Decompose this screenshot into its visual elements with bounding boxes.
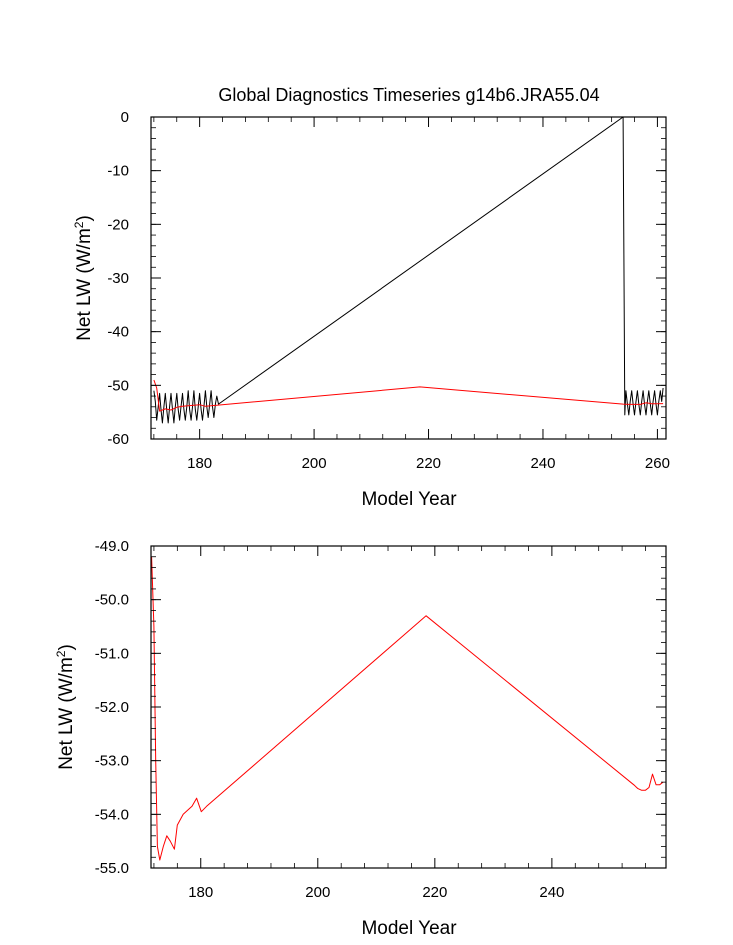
top-chart-y-tick-label: -10 (107, 163, 129, 180)
ylabel-text: Net LW (W/m (56, 657, 77, 770)
top-chart-x-tick-label: 200 (302, 455, 327, 472)
bottom-chart-x-axis-title: Model Year (361, 918, 457, 939)
top-chart-series-group (153, 116, 664, 424)
bottom-chart-y-axis-title: Net LW (W/m2) (54, 644, 77, 770)
bottom-chart-ticks: 180 200 220 240 -49.0 -50.0 -51.0 -52.0 -53.0 -54… (95, 538, 666, 901)
top-chart-x-tick-label: 260 (645, 455, 670, 472)
bottom-chart-y-tick-label: -50.0 (95, 592, 129, 609)
top-chart-x-tick-label: 180 (187, 455, 212, 472)
bottom-chart-x-tick-label: 180 (188, 884, 213, 901)
chart-title: Global Diagnostics Timeseries g14b6.JRA5… (218, 85, 599, 105)
bottom-chart-panel: 180 200 220 240 -49.0 -50.0 -51.0 -52.0 -53.0 -54… (54, 538, 667, 939)
bottom-chart-x-tick-label: 200 (305, 884, 330, 901)
bottom-chart-x-tick-label: 220 (422, 884, 447, 901)
top-chart-y-tick-label: -50 (107, 377, 129, 394)
top-chart-y-tick-label: -40 (107, 324, 129, 341)
bottom-chart-plot-frame (150, 545, 667, 869)
bottom-chart-series-annual-mean (151, 556, 664, 861)
bottom-chart-y-tick-label: -54.0 (95, 806, 129, 823)
bottom-chart-y-tick-label: -53.0 (95, 753, 129, 770)
top-chart-y-axis-title: Net LW (W/m2) (72, 215, 95, 341)
bottom-chart-y-tick-label: -52.0 (95, 699, 129, 716)
ylabel-superscript: 2 (72, 221, 86, 228)
bottom-chart-y-tick-label: -49.0 (95, 538, 129, 555)
ylabel-close: ) (74, 215, 95, 221)
ylabel-close: ) (56, 644, 77, 650)
ylabel-text: Net LW (W/m (74, 228, 95, 341)
top-chart-series-annual-mean (153, 379, 664, 412)
top-chart-x-axis-title: Model Year (361, 489, 457, 510)
top-chart-y-tick-label: 0 (121, 109, 129, 126)
top-chart-x-tick-label: 240 (530, 455, 555, 472)
top-chart-x-tick-label: 220 (416, 455, 441, 472)
bottom-chart-x-tick-label: 240 (539, 884, 564, 901)
top-chart-panel: Global Diagnostics Timeseries g14b6.JRA5… (72, 85, 670, 510)
top-chart-y-tick-label: -60 (107, 431, 129, 448)
top-chart-plot-frame (150, 116, 667, 440)
bottom-chart-y-tick-label: -51.0 (95, 645, 129, 662)
top-chart-y-tick-label: -30 (107, 270, 129, 287)
top-chart-series-monthly (153, 116, 664, 424)
bottom-chart-y-tick-label: -55.0 (95, 860, 129, 877)
bottom-chart-series-group (151, 556, 664, 861)
top-chart-y-tick-label: -20 (107, 216, 129, 233)
ylabel-superscript: 2 (54, 650, 68, 657)
top-chart-ticks: 180 200 220 240 260 0 -10 -20 -30 -40 -50 -60 (107, 109, 670, 472)
